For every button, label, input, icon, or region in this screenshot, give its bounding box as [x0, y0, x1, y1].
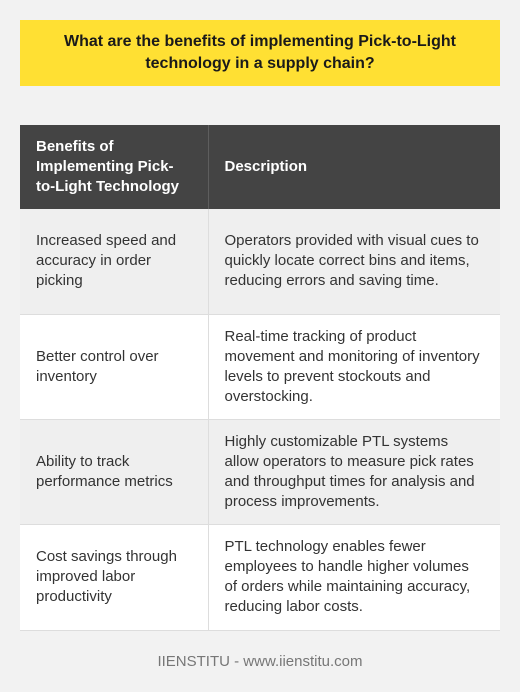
header-description: Description — [208, 125, 500, 209]
page-title: What are the benefits of implementing Pi… — [20, 20, 500, 86]
table-header-row: Benefits of Implementing Pick-to-Light T… — [20, 125, 500, 209]
description-cell: Highly customizable PTL systems allow op… — [208, 419, 500, 525]
description-cell: Real-time tracking of product movement a… — [208, 314, 500, 420]
footer-credit: IIENSTITU - www.iienstitu.com — [157, 653, 363, 670]
benefit-cell: Ability to track performance metrics — [20, 419, 209, 525]
table-row: Cost savings through improved labor prod… — [20, 524, 500, 631]
header-benefits: Benefits of Implementing Pick-to-Light T… — [20, 125, 209, 209]
benefit-cell: Cost savings through improved labor prod… — [20, 524, 209, 631]
description-cell: PTL technology enables fewer employees t… — [208, 524, 500, 631]
table-row: Increased speed and accuracy in order pi… — [20, 209, 500, 315]
description-cell: Operators provided with visual cues to q… — [208, 209, 500, 315]
table-row: Better control over inventory Real-time … — [20, 314, 500, 420]
benefit-cell: Increased speed and accuracy in order pi… — [20, 209, 209, 315]
benefit-cell: Better control over inventory — [20, 314, 209, 420]
benefits-table: Benefits of Implementing Pick-to-Light T… — [20, 125, 500, 631]
table-row: Ability to track performance metrics Hig… — [20, 419, 500, 525]
